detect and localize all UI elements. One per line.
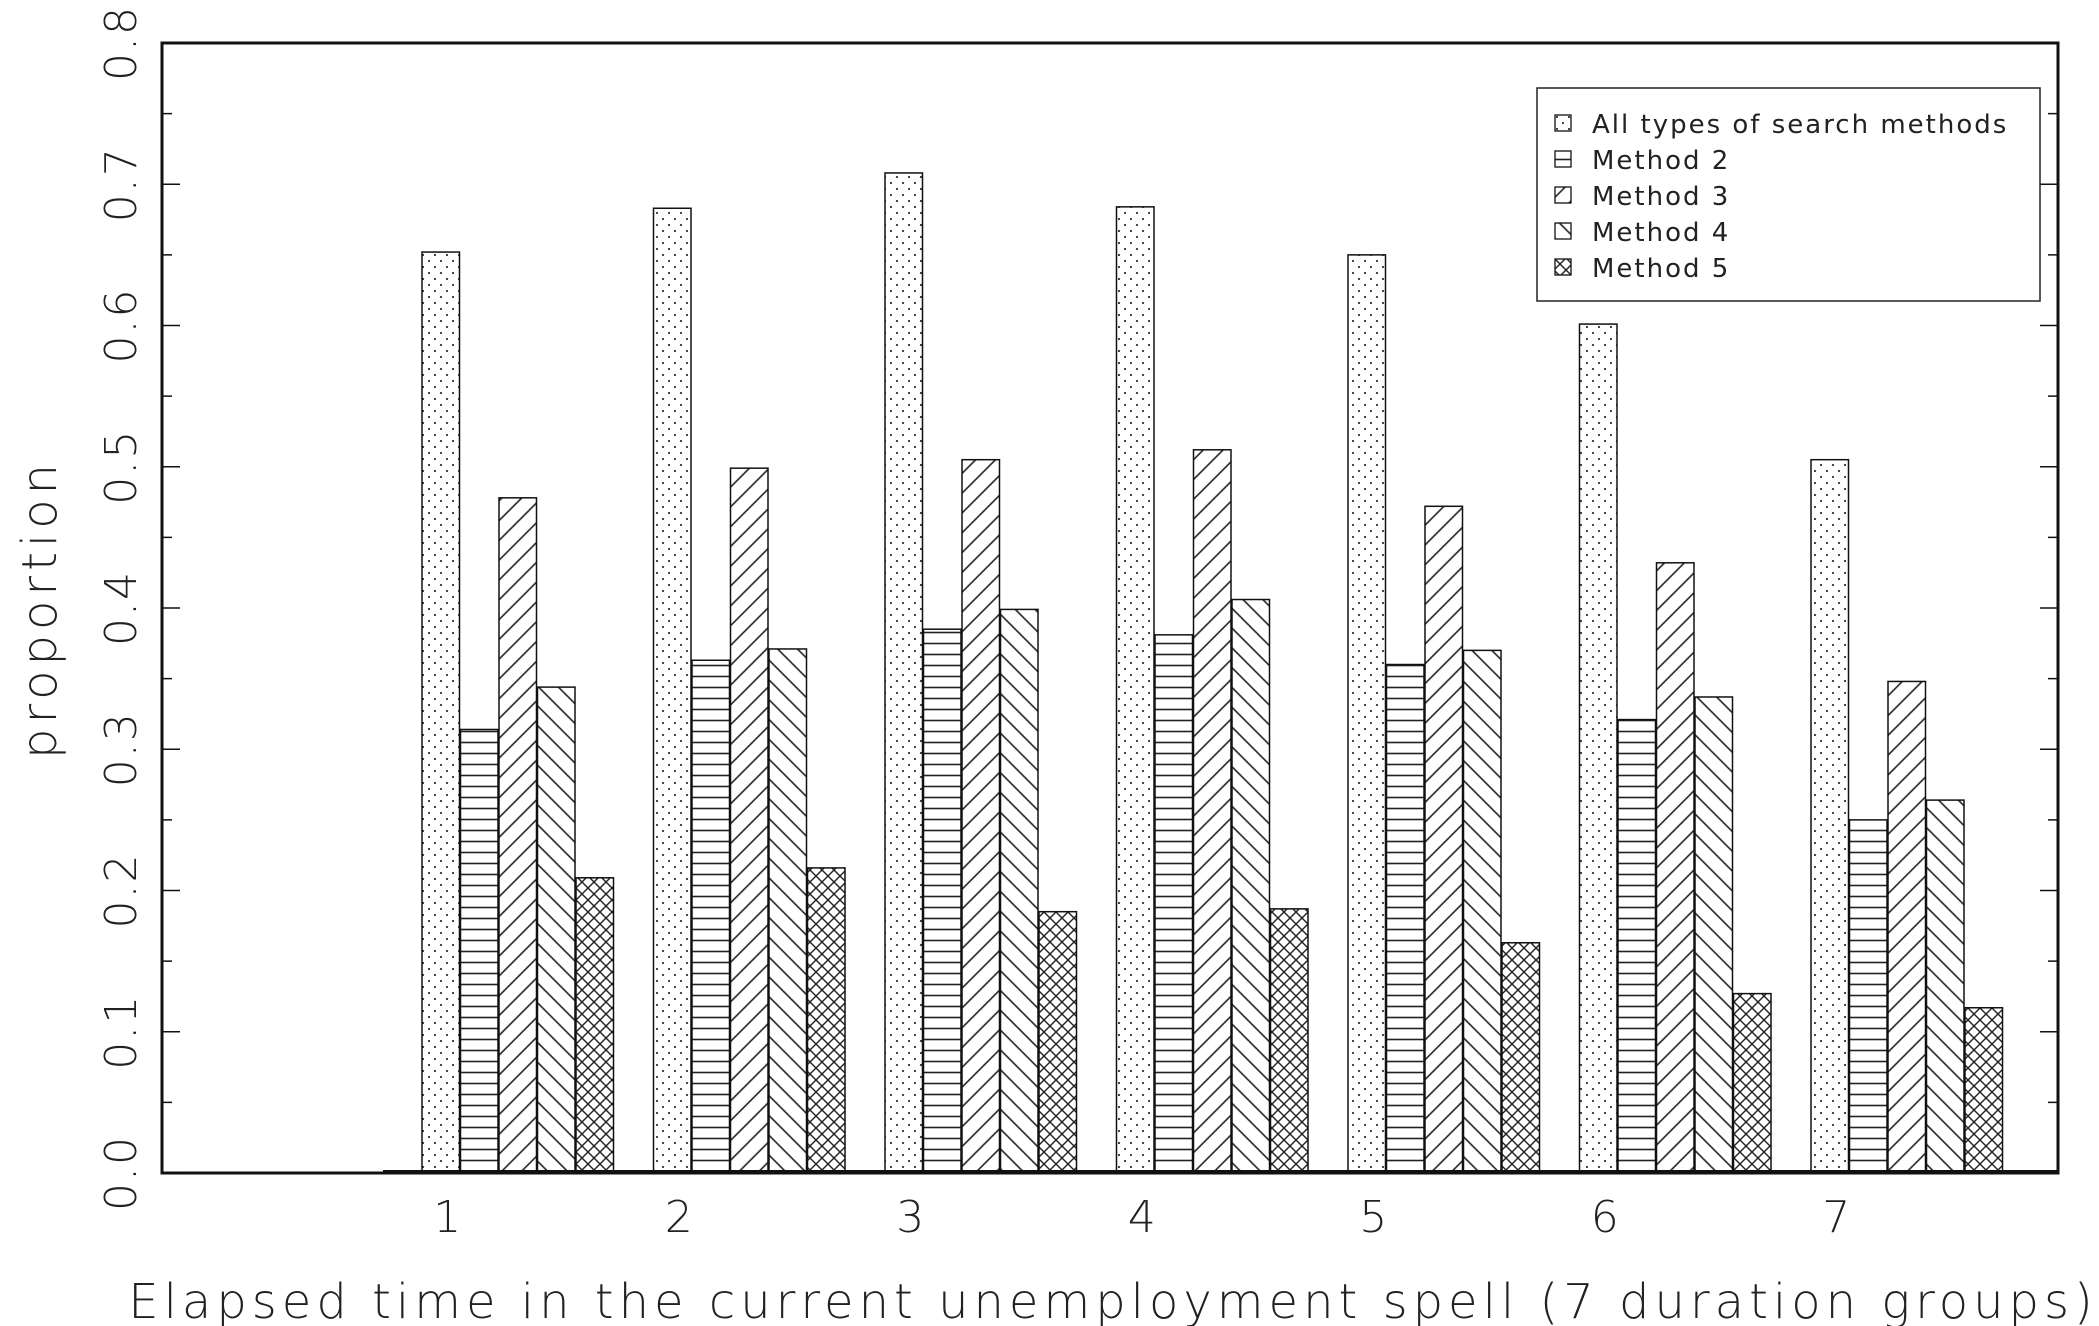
bar: [1385, 663, 1425, 1174]
bar: [575, 877, 615, 1174]
y-tick-label: 0.2: [96, 853, 147, 929]
bar: [536, 686, 576, 1174]
bar: [1192, 449, 1232, 1174]
y-axis: 0.0 0.1 0.2 0.3 0.4 0.5 0.6 0.7 0.8: [96, 5, 2058, 1211]
bar: [691, 659, 731, 1174]
legend-swatch: [1554, 114, 1572, 132]
x-tick-label: 6: [1591, 1192, 1621, 1243]
y-tick-label: 0.7: [96, 146, 147, 222]
y-tick-label: 0.4: [96, 570, 147, 646]
bar: [1231, 598, 1271, 1174]
bar: [1887, 680, 1927, 1174]
bar: [961, 458, 1001, 1174]
bar: [1848, 819, 1888, 1174]
y-tick-label: 0.6: [96, 288, 147, 364]
bar: [922, 628, 962, 1174]
legend: All types of search methods Method 2 Metho…: [1536, 87, 2041, 302]
bar: [1347, 254, 1387, 1174]
bar: [1732, 992, 1772, 1174]
bar: [768, 648, 808, 1174]
x-tick-label: 2: [665, 1192, 695, 1243]
bar: [1694, 696, 1734, 1174]
x-tick-label: 5: [1359, 1192, 1389, 1243]
legend-swatch: [1554, 186, 1572, 204]
legend-swatch: [1554, 258, 1572, 276]
legend-swatch: [1554, 150, 1572, 168]
x-tick-label: 3: [896, 1192, 926, 1243]
bar: [1462, 649, 1502, 1174]
bar: [652, 207, 692, 1174]
y-tick-label: 0.0: [96, 1135, 147, 1211]
legend-label: All types of search methods: [1592, 110, 2008, 140]
legend-label: Method 5: [1592, 254, 1730, 284]
legend-label: Method 2: [1592, 146, 1730, 176]
bar: [884, 172, 924, 1174]
bar: [1925, 799, 1965, 1174]
bar: [806, 867, 846, 1174]
y-axis-label: proportion: [12, 459, 68, 759]
bar: [1578, 323, 1618, 1174]
bar: [1154, 634, 1194, 1174]
bars-group: [421, 172, 2004, 1174]
x-axis-label: Elapsed time in the current unemployment…: [128, 1274, 2098, 1326]
bar: [1424, 505, 1464, 1174]
x-tick-label: 1: [433, 1192, 463, 1243]
x-axis: 1 2 3 4 5 6 7: [383, 1170, 2058, 1243]
legend-swatch: [1554, 222, 1572, 240]
bar: [1115, 206, 1155, 1174]
bar: [421, 251, 461, 1174]
y-tick-label: 0.1: [96, 994, 147, 1070]
legend-box: [1536, 87, 2041, 302]
x-tick-label: 7: [1822, 1192, 1852, 1243]
bar: [1655, 562, 1695, 1174]
y-tick-label: 0.3: [96, 711, 147, 787]
bar: [999, 608, 1039, 1174]
bar: [1810, 458, 1850, 1174]
bar: [1269, 908, 1309, 1174]
y-tick-label: 0.8: [96, 5, 147, 81]
legend-label: Method 4: [1592, 218, 1730, 248]
bar: [1038, 910, 1078, 1174]
x-tick-label: 4: [1128, 1192, 1158, 1243]
bar: [1501, 942, 1541, 1174]
legend-label: Method 3: [1592, 182, 1730, 212]
bar: [729, 467, 769, 1174]
bar: [1617, 718, 1657, 1174]
bar: [459, 728, 499, 1174]
bar: [498, 497, 538, 1174]
y-tick-label: 0.5: [96, 429, 147, 505]
bar: [1964, 1006, 2004, 1174]
